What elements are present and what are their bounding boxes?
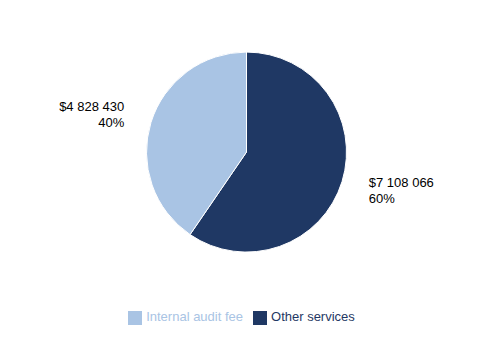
svg-text:$7 108 06660%: $7 108 06660% <box>369 174 434 205</box>
html-text:Internal audit fee: Internal audit fee <box>146 309 243 325</box>
html-text:Other services: Other services <box>271 309 355 325</box>
svg-text:$4 828 43040%: $4 828 43040% <box>59 99 125 130</box>
